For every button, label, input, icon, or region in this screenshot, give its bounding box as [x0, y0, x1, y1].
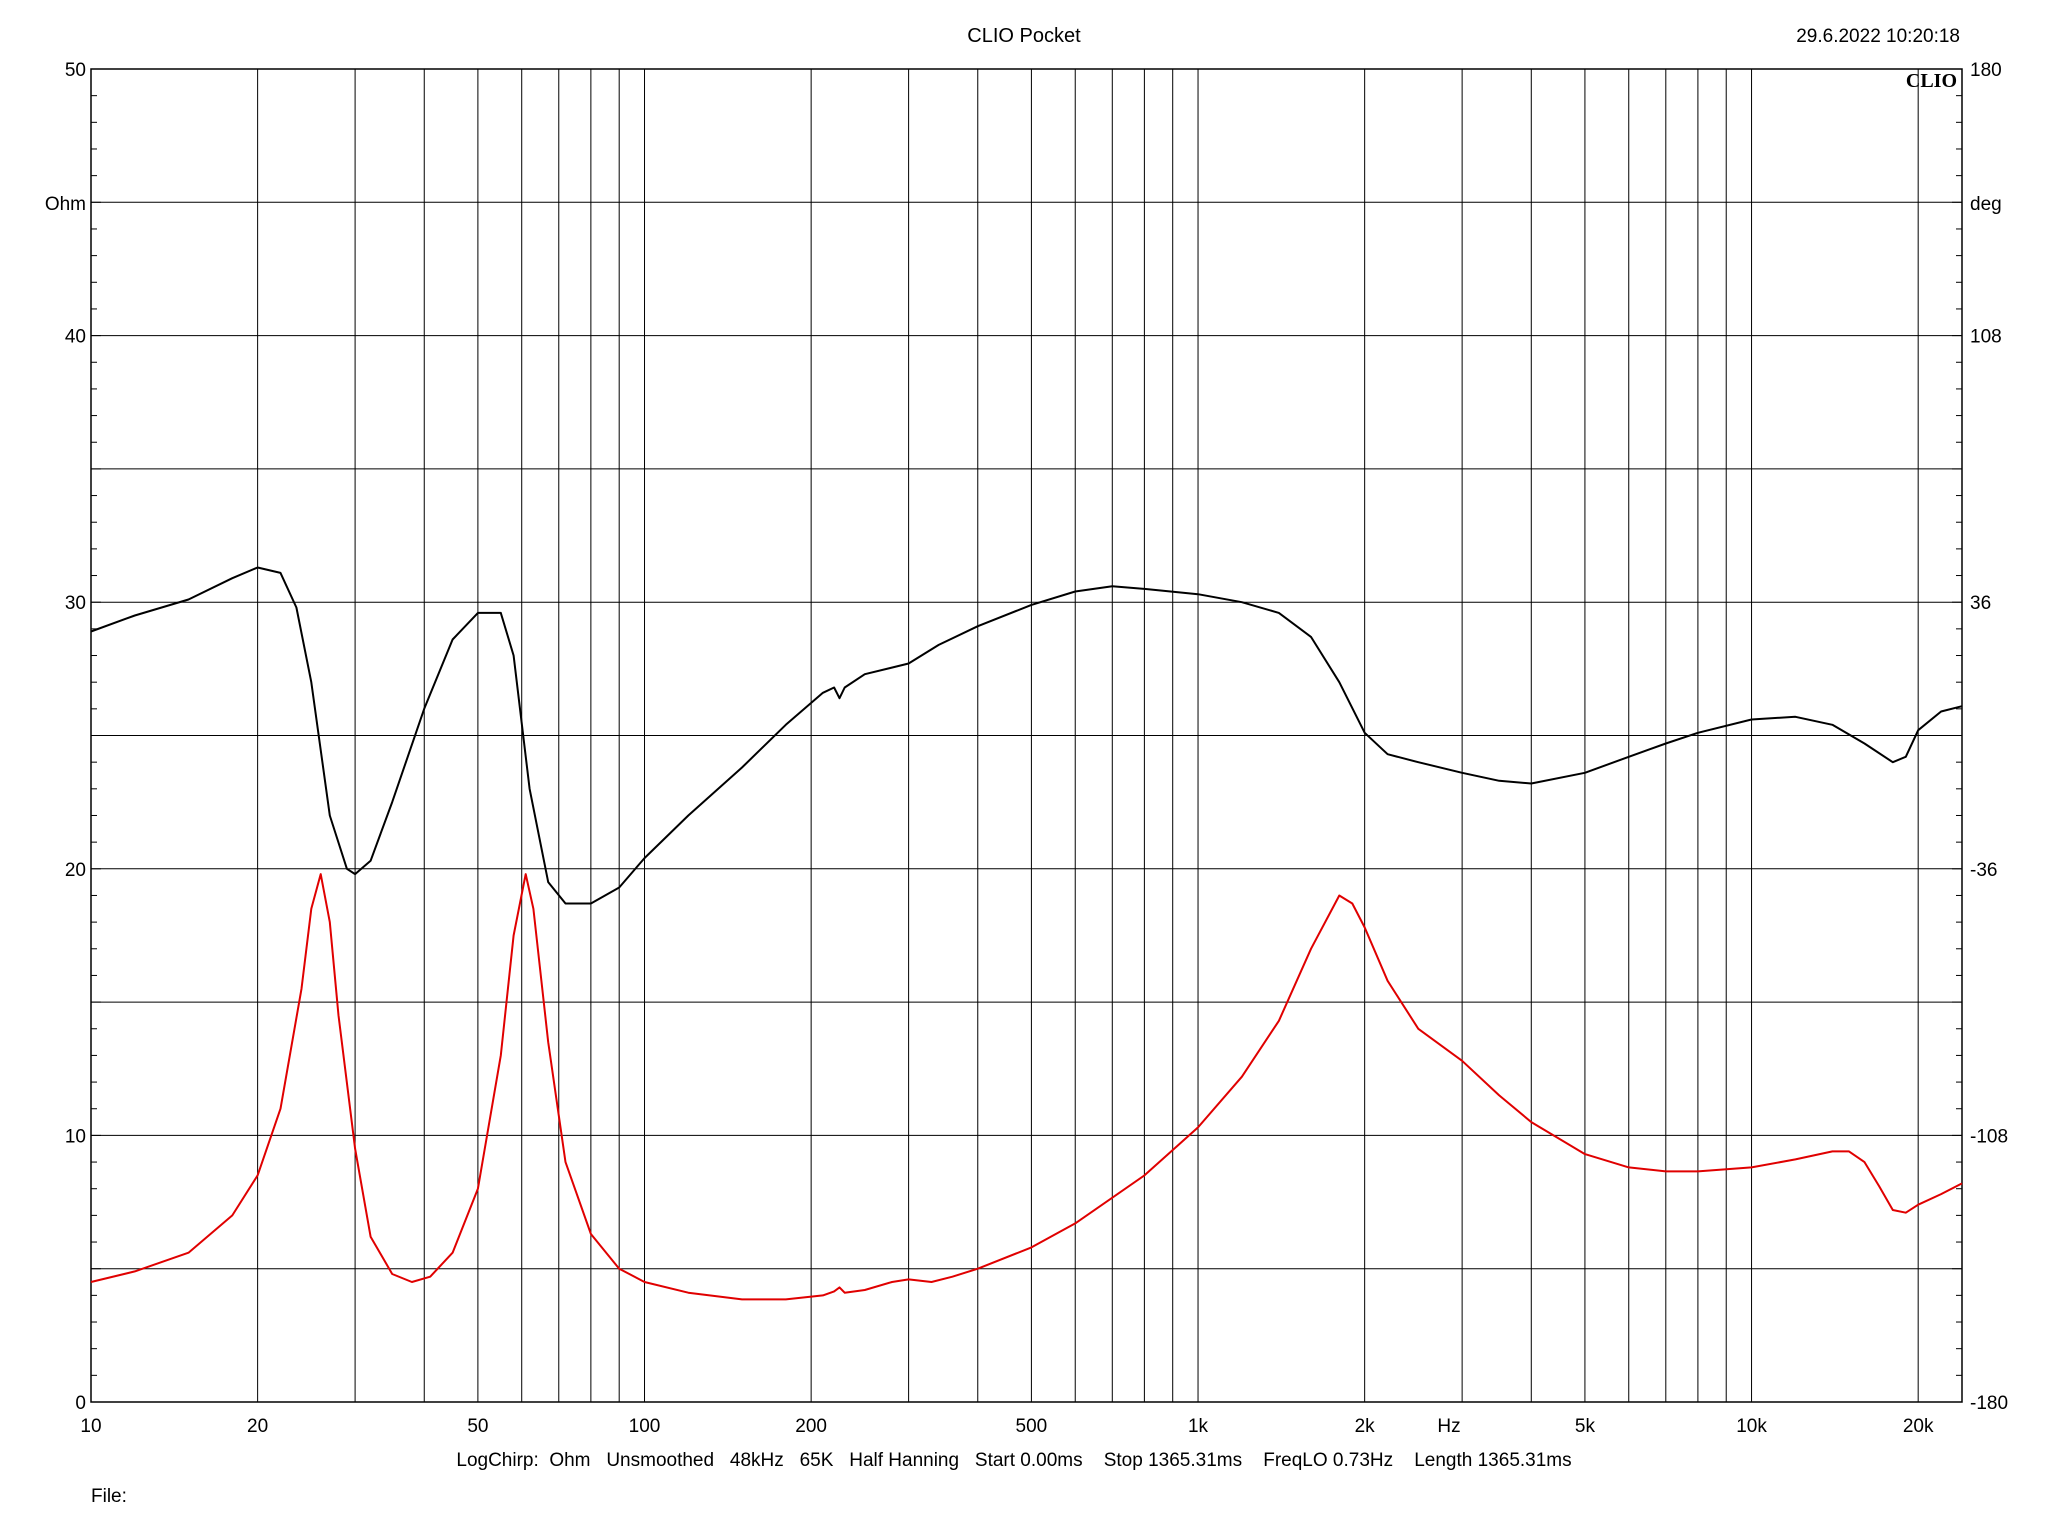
- y-left-tick-label: 30: [65, 593, 86, 614]
- y-left-tick-label: 50: [65, 60, 86, 81]
- x-axis-label: Hz: [1437, 1416, 1460, 1437]
- x-tick-label: 2k: [1355, 1416, 1376, 1437]
- clio-logo: CLIO: [1906, 70, 1957, 92]
- x-tick-label: 100: [629, 1416, 661, 1437]
- settings-line: LogChirp: Ohm Unsmoothed 48kHz 65K Half …: [456, 1450, 1571, 1471]
- x-tick-label: 10: [80, 1416, 101, 1437]
- y-right-tick-label: -36: [1970, 860, 1997, 881]
- y-right-label: deg: [1970, 194, 2002, 215]
- timestamp: 29.6.2022 10:20:18: [1796, 26, 1960, 47]
- x-tick-label: 200: [795, 1416, 827, 1437]
- plot-frame: [90, 68, 1963, 1403]
- y-right-tick-label: 180: [1970, 60, 2002, 81]
- y-left-tick-label: 20: [65, 860, 86, 881]
- x-tick-label: 20: [247, 1416, 268, 1437]
- x-tick-label: 50: [467, 1416, 488, 1437]
- impedance-curve: [90, 873, 1963, 1301]
- y-left-tick-label: 40: [65, 327, 86, 348]
- y-left-tick-label: 10: [65, 1126, 86, 1147]
- y-left-label: Ohm: [45, 194, 86, 215]
- y-right-tick-label: 108: [1970, 327, 2002, 348]
- chart-title: CLIO Pocket: [967, 25, 1081, 47]
- y-right-tick-label: -108: [1970, 1126, 2008, 1147]
- y-right-tick-label: 36: [1970, 593, 1991, 614]
- phase-curve: [90, 566, 1963, 905]
- x-tick-label: 5k: [1575, 1416, 1596, 1437]
- y-left-tick-label: 0: [75, 1393, 86, 1414]
- x-tick-label: 10k: [1736, 1416, 1767, 1437]
- x-tick-label: 500: [1016, 1416, 1048, 1437]
- x-tick-label: 1k: [1188, 1416, 1209, 1437]
- x-tick-label: 20k: [1903, 1416, 1934, 1437]
- grid: [91, 68, 1962, 1403]
- file-label: File:: [91, 1486, 127, 1507]
- y-right-tick-label: -180: [1970, 1393, 2008, 1414]
- series-lines: [90, 566, 1963, 1301]
